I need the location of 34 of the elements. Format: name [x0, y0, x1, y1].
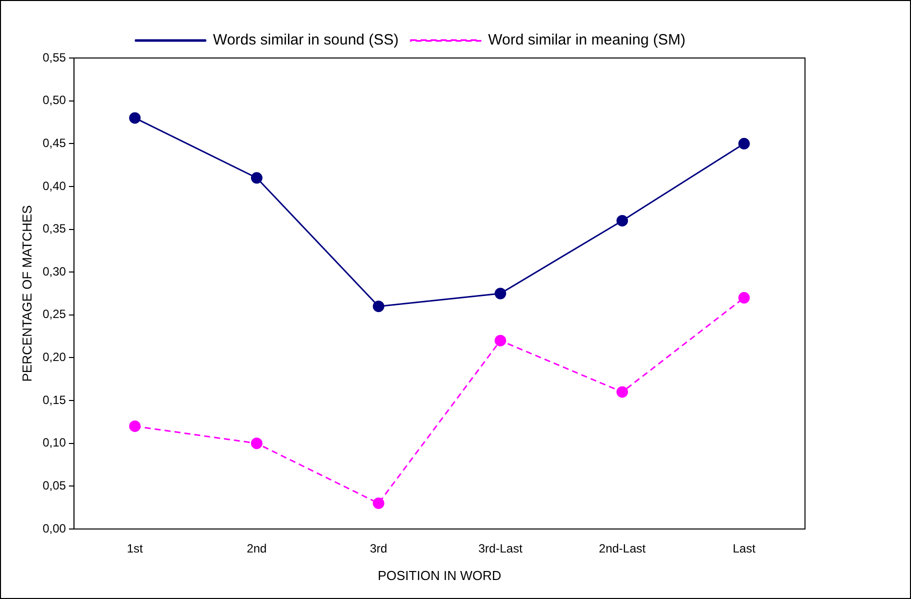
- point: [129, 112, 141, 124]
- point: [616, 386, 628, 398]
- point: [250, 438, 262, 450]
- point: [494, 334, 506, 346]
- x-tick-label: 1st: [126, 542, 144, 556]
- point: [372, 300, 384, 312]
- y-tick-label: 0,40: [42, 178, 66, 193]
- x-tick-label: 3rd-Last: [478, 542, 524, 556]
- y-tick-label: 0,45: [42, 136, 66, 150]
- point: [738, 138, 750, 150]
- y-tick-label: 0,10: [42, 436, 66, 450]
- y-tick-label: 0,55: [42, 50, 66, 64]
- y-tick-label: 0,20: [42, 350, 66, 364]
- x-axis-title: POSITION IN WORD: [378, 568, 502, 583]
- x-tick-label: 2nd: [246, 542, 267, 556]
- y-tick-label: 0,00: [42, 521, 66, 536]
- y-tick-label: 0,25: [42, 307, 66, 322]
- legend-label: Word similar in meaning (SM): [488, 32, 686, 49]
- x-tick-label: Last: [732, 542, 756, 556]
- x-tick-label: 3rd: [370, 542, 388, 556]
- y-tick-label: 0,50: [42, 93, 66, 108]
- point: [494, 288, 506, 300]
- y-axis-title: PERCENTAGE OF MATCHES: [19, 204, 34, 382]
- point: [372, 498, 384, 510]
- y-tick-label: 0,35: [42, 222, 66, 236]
- point: [250, 172, 262, 184]
- x-tick-label: 2nd-Last: [598, 542, 646, 556]
- y-tick-label: 0,30: [42, 264, 66, 278]
- legend-label: Words similar in sound (SS): [213, 32, 399, 49]
- y-tick-label: 0,15: [42, 392, 66, 407]
- point: [616, 214, 628, 226]
- y-tick-label: 0,05: [42, 478, 66, 492]
- point: [738, 292, 750, 304]
- point: [129, 420, 141, 432]
